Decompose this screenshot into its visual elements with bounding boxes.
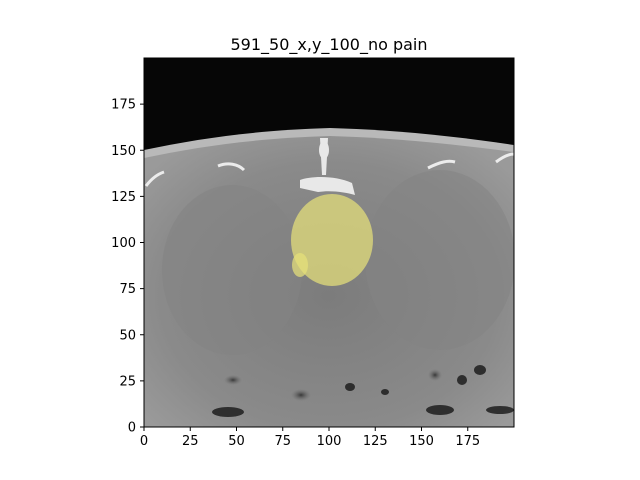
y-tick-label: 150 [111,144,136,159]
lung-right [365,170,514,350]
lung-left [162,185,302,355]
y-tick-label: 125 [111,190,136,205]
y-tick-label: 175 [111,98,136,113]
figure-title: 591_50_x,y_100_no pain [230,35,427,55]
x-axis: 0 25 50 75 100 125 150 175 [140,427,480,449]
y-tick-label: 75 [119,282,136,297]
x-tick-label: 100 [317,434,342,449]
ribs [144,152,514,187]
y-tick-label: 100 [111,236,136,251]
lesion-tail-overlay [292,253,308,277]
x-tick-label: 25 [182,434,199,449]
x-tick-label: 125 [363,434,388,449]
ct-image [144,58,514,427]
x-tick-label: 0 [140,434,148,449]
y-axis: 0 25 50 75 100 125 150 175 [111,98,144,436]
x-tick-label: 50 [228,434,245,449]
x-tick-label: 175 [455,434,480,449]
y-tick-label: 50 [119,328,136,343]
lesion-overlay [291,194,373,286]
y-tick-label: 25 [119,374,136,389]
x-tick-label: 150 [409,434,434,449]
x-tick-label: 75 [274,434,291,449]
bowel-gas-pattern [212,365,514,417]
y-tick-label: 0 [128,421,136,436]
vertebra [300,138,355,195]
